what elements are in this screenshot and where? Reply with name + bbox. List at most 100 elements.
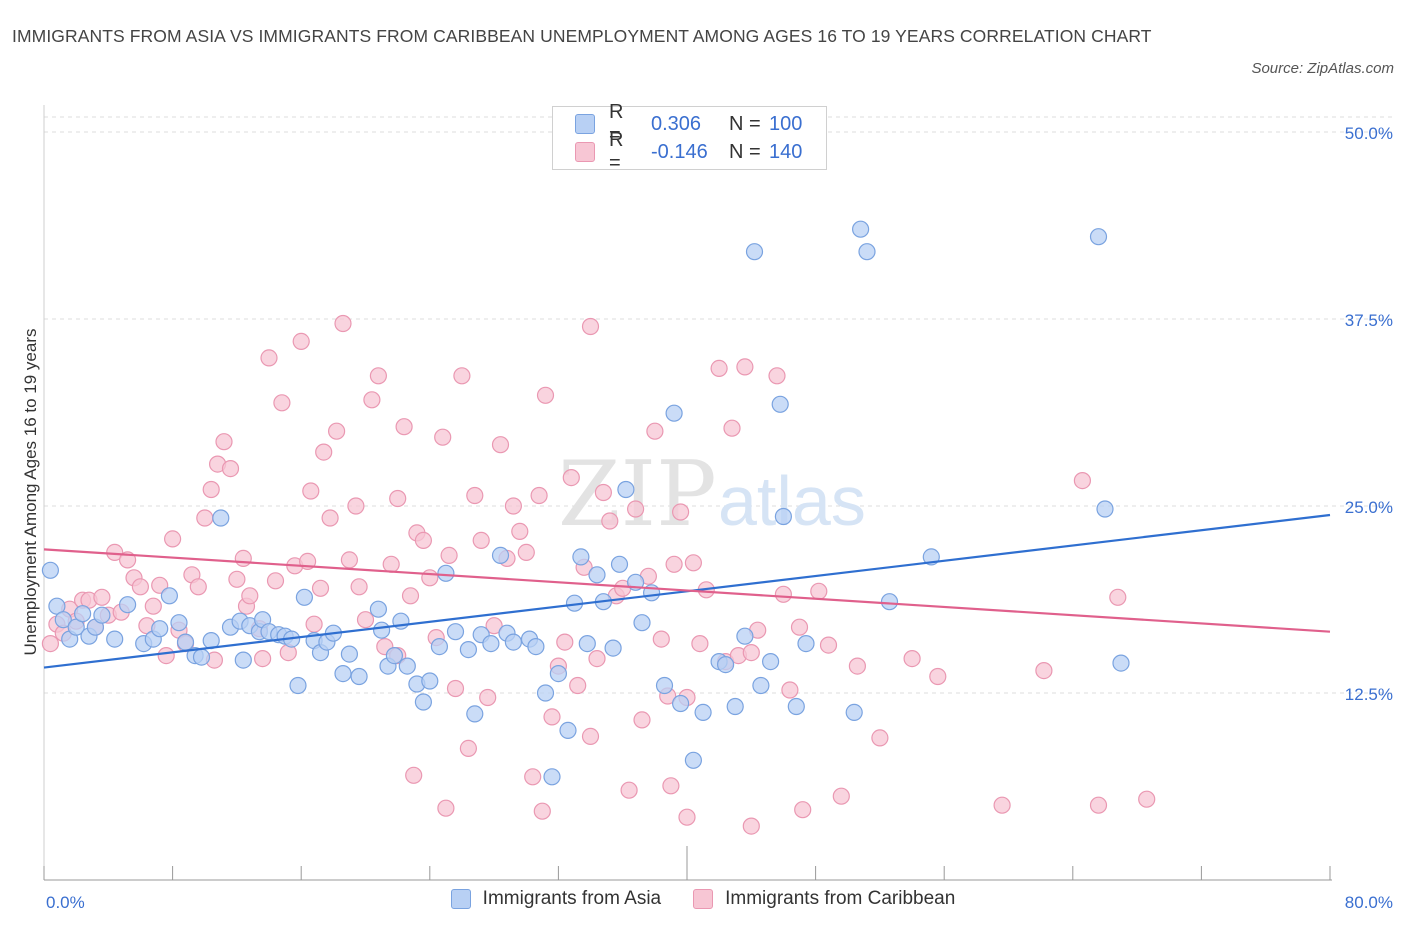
caribbean-point	[189, 578, 207, 596]
caribbean-point	[1109, 588, 1127, 606]
asia-point	[170, 614, 188, 632]
asia-point	[192, 648, 211, 666]
caribbean-swatch	[575, 142, 595, 162]
caribbean-trend-line	[43, 548, 1331, 633]
r-value: 0.306	[651, 112, 702, 135]
legend-row-caribbean: R = -0.146 N = 140	[575, 129, 802, 174]
asia-point	[234, 651, 252, 669]
caribbean-point	[41, 634, 60, 653]
caribbean-point	[832, 787, 850, 805]
caribbean-point	[533, 802, 551, 820]
caribbean-point	[453, 367, 471, 385]
asia-point	[466, 705, 484, 723]
caribbean-point	[459, 739, 477, 758]
caribbean-point	[723, 419, 741, 437]
caribbean-point	[382, 555, 400, 573]
asia-point	[151, 620, 169, 638]
caribbean-point	[414, 531, 432, 550]
caribbean-point	[440, 546, 458, 565]
asia-point	[295, 588, 313, 606]
asia-point	[726, 697, 744, 716]
asia-point	[572, 548, 590, 566]
caribbean-point	[356, 611, 375, 629]
caribbean-point	[646, 422, 664, 440]
caribbean-point	[871, 729, 889, 747]
asia-swatch	[575, 114, 595, 134]
asia-point	[373, 621, 391, 639]
caribbean-point	[517, 543, 535, 562]
asia-point	[787, 697, 805, 716]
asia-point	[1089, 228, 1108, 246]
legend-item-asia: Immigrants from Asia	[450, 888, 661, 910]
caribbean-point	[485, 617, 503, 635]
caribbean-point	[466, 486, 484, 505]
asia-point	[694, 703, 712, 722]
watermark-atlas: atlas	[718, 462, 866, 540]
caribbean-point	[292, 332, 310, 350]
asia-point	[736, 627, 754, 645]
caribbean-point	[993, 796, 1011, 814]
asia-point	[880, 593, 899, 611]
caribbean-point	[581, 317, 600, 336]
caribbean-point	[254, 649, 272, 668]
asia-point	[774, 507, 793, 526]
caribbean-point	[347, 497, 365, 515]
caribbean-point	[202, 480, 220, 499]
asia-point	[588, 566, 606, 584]
caribbean-point	[556, 633, 574, 651]
legend-row-asia: R = 0.306 N = 100	[575, 101, 802, 146]
caribbean-point	[260, 349, 278, 367]
caribbean-point	[321, 509, 339, 527]
caribbean-point	[405, 766, 423, 784]
caribbean-point	[446, 679, 465, 698]
asia-point	[491, 546, 510, 565]
asia-point	[54, 611, 72, 629]
asia-point	[665, 404, 683, 422]
trend-lines	[43, 513, 1331, 669]
asia-swatch	[450, 889, 471, 909]
caribbean-point	[633, 711, 651, 729]
asia-point	[716, 655, 735, 674]
caribbean-point	[684, 554, 703, 572]
caribbean-point	[228, 570, 246, 588]
asia-point	[504, 633, 523, 651]
caribbean-point	[781, 681, 799, 699]
caribbean-point	[543, 708, 561, 726]
x-tick-label: 0.0%	[46, 893, 85, 912]
caribbean-point	[620, 781, 638, 799]
caribbean-point	[328, 422, 346, 440]
caribbean-point	[421, 569, 439, 587]
caribbean-point	[691, 634, 709, 653]
caribbean-point	[311, 579, 330, 597]
r-value: -0.146	[651, 140, 708, 163]
caribbean-point	[93, 588, 111, 606]
data-points	[41, 220, 1156, 835]
caribbean-point	[131, 578, 149, 596]
caribbean-point	[266, 572, 285, 590]
n-label: N =	[729, 112, 761, 135]
asia-point	[106, 630, 124, 648]
watermark: ZIP atlas	[558, 442, 866, 547]
asia-point	[446, 623, 465, 641]
caribbean-point	[234, 549, 252, 568]
asia-point	[858, 243, 876, 261]
caribbean-point	[395, 418, 413, 436]
asia-point	[1112, 654, 1130, 672]
caribbean-point	[819, 636, 838, 654]
asia-point	[118, 596, 137, 614]
asia-point	[797, 634, 815, 653]
asia-point	[578, 634, 596, 653]
caribbean-point	[790, 618, 809, 636]
caribbean-point	[530, 486, 548, 505]
asia-point	[160, 587, 178, 605]
chart-title: IMMIGRANTS FROM ASIA VS IMMIGRANTS FROM …	[12, 26, 1152, 46]
caribbean-point	[434, 428, 452, 446]
asia-point	[851, 220, 870, 238]
caribbean-point	[736, 358, 754, 376]
caribbean-point	[363, 391, 381, 409]
caribbean-point	[742, 643, 760, 662]
n-label: N =	[729, 140, 761, 163]
caribbean-point	[710, 359, 728, 377]
caribbean-point	[594, 483, 613, 502]
